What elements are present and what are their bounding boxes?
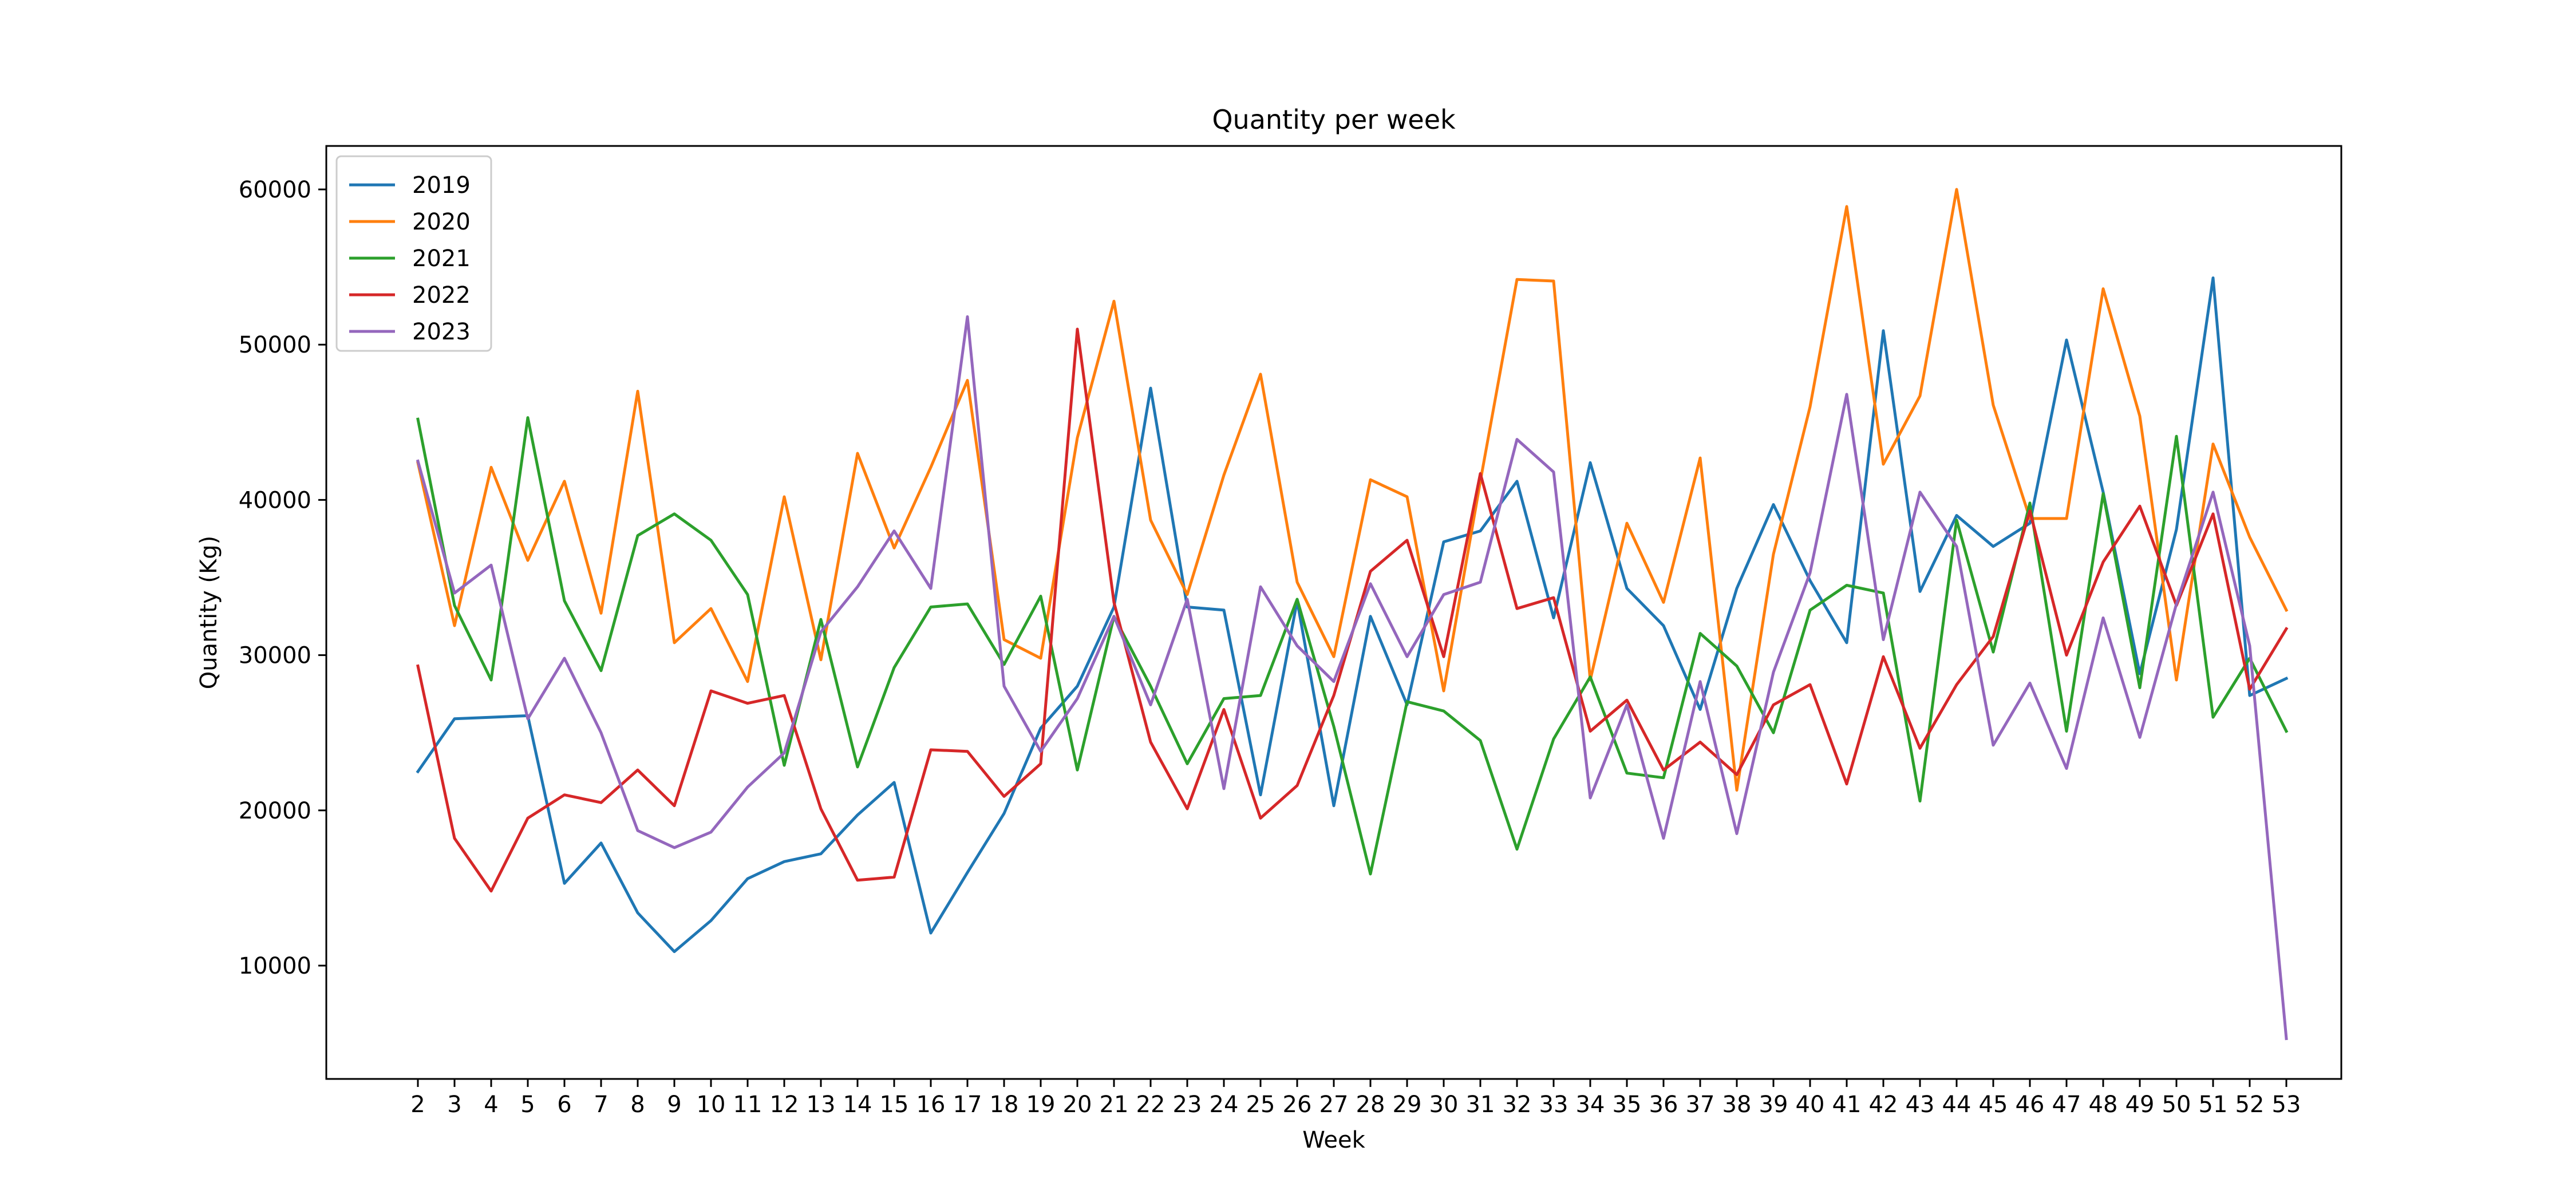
legend-frame <box>335 155 492 352</box>
x-tick-label: 3 <box>447 1092 461 1118</box>
x-tick-label: 16 <box>916 1092 946 1118</box>
series-lines <box>416 188 2289 1041</box>
legend-label-2020: 2020 <box>412 209 471 235</box>
x-tick-label: 29 <box>1393 1092 1422 1118</box>
legend-label-2021: 2021 <box>412 246 471 272</box>
x-tick-label: 42 <box>1869 1092 1898 1118</box>
x-tick-label: 39 <box>1759 1092 1788 1118</box>
x-tick-label: 12 <box>770 1092 799 1118</box>
x-tick-label: 5 <box>520 1092 535 1118</box>
x-tick-label: 46 <box>2016 1092 2045 1118</box>
chart-title: Quantity per week <box>1212 104 1456 135</box>
x-tick-label: 51 <box>2199 1092 2228 1118</box>
x-tick-label: 20 <box>1063 1092 1092 1118</box>
x-tick-label: 8 <box>630 1092 645 1118</box>
x-tick-label: 23 <box>1173 1092 1202 1118</box>
x-tick-label: 31 <box>1466 1092 1495 1118</box>
x-tick-label: 30 <box>1429 1092 1459 1118</box>
series-line-2021 <box>416 416 2289 876</box>
x-tick-label: 22 <box>1136 1092 1165 1118</box>
x-tick-label: 24 <box>1210 1092 1239 1118</box>
legend-label-2023: 2023 <box>412 319 471 345</box>
y-tick-label: 60000 <box>239 177 311 203</box>
x-tick-label: 49 <box>2125 1092 2155 1118</box>
series-line-2023 <box>416 315 2288 1041</box>
series-line-2019 <box>416 276 2289 954</box>
y-tick-label: 20000 <box>239 798 311 824</box>
x-tick-label: 48 <box>2089 1092 2118 1118</box>
x-tick-label: 37 <box>1686 1092 1715 1118</box>
x-tick-label: 9 <box>667 1092 681 1118</box>
y-tick-label: 50000 <box>239 332 311 358</box>
series-line-2020 <box>416 188 2289 792</box>
x-tick-label: 17 <box>953 1092 982 1118</box>
x-tick-label: 15 <box>880 1092 909 1118</box>
x-tick-label: 41 <box>1832 1092 1862 1118</box>
y-tick-label: 30000 <box>239 643 311 669</box>
x-tick-label: 43 <box>1906 1092 1935 1118</box>
x-tick-label: 11 <box>733 1092 762 1118</box>
x-tick-label: 40 <box>1796 1092 1825 1118</box>
x-tick-label: 7 <box>594 1092 608 1118</box>
series-line-2022 <box>416 327 2289 893</box>
legend: 2019 2020 2021 2022 2023 <box>335 155 492 352</box>
x-tick-label: 2 <box>410 1092 425 1118</box>
x-tick-label: 13 <box>807 1092 836 1118</box>
y-axis-label: Quantity (Kg) <box>196 536 222 689</box>
x-tick-label: 38 <box>1722 1092 1752 1118</box>
x-tick-label: 27 <box>1319 1092 1349 1118</box>
x-tick-label: 53 <box>2272 1092 2301 1118</box>
x-tick-label: 52 <box>2235 1092 2265 1118</box>
x-tick-label: 6 <box>557 1092 571 1118</box>
x-tick-label: 32 <box>1503 1092 1532 1118</box>
x-axis: 2 3 4 5 6 7 8 9 10 11 12 13 14 15 16 17 18 19 20 21 22 23 24 25… <box>410 1079 2301 1118</box>
x-tick-label: 35 <box>1613 1092 1642 1118</box>
x-tick-label: 45 <box>1979 1092 2008 1118</box>
y-tick-label: 10000 <box>239 953 311 979</box>
x-tick-label: 21 <box>1100 1092 1129 1118</box>
x-tick-label: 18 <box>990 1092 1019 1118</box>
x-tick-label: 44 <box>1942 1092 1971 1118</box>
x-tick-label: 34 <box>1576 1092 1605 1118</box>
x-tick-label: 50 <box>2162 1092 2191 1118</box>
legend-label-2022: 2022 <box>412 282 471 309</box>
x-tick-label: 19 <box>1026 1092 1056 1118</box>
y-tick-label: 40000 <box>239 487 311 513</box>
x-axis-label: Week <box>1302 1127 1365 1153</box>
x-tick-label: 10 <box>697 1092 726 1118</box>
plot-area <box>325 145 2342 1080</box>
x-tick-label: 26 <box>1283 1092 1312 1118</box>
x-tick-label: 33 <box>1539 1092 1568 1118</box>
x-tick-label: 28 <box>1356 1092 1385 1118</box>
x-tick-label: 47 <box>2052 1092 2081 1118</box>
x-tick-label: 36 <box>1649 1092 1678 1118</box>
legend-label-2019: 2019 <box>412 172 471 199</box>
y-axis: 10000 20000 30000 40000 50000 60000 <box>239 177 326 979</box>
x-tick-label: 4 <box>484 1092 498 1118</box>
x-tick-label: 25 <box>1246 1092 1275 1118</box>
x-tick-label: 14 <box>843 1092 872 1118</box>
